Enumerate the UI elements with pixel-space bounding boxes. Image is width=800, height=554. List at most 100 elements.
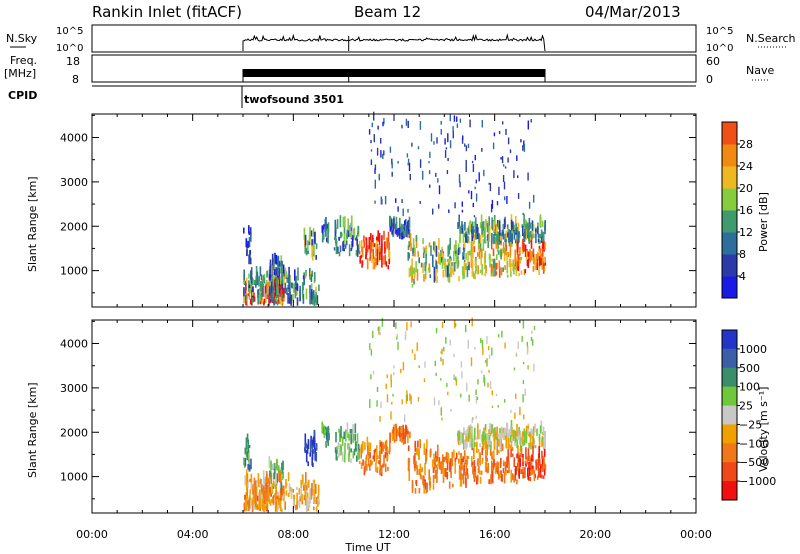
heatmap-cell (537, 458, 540, 471)
heatmap-cell (488, 429, 490, 435)
heatmap-cell (461, 464, 463, 471)
heatmap-cell (374, 164, 377, 170)
heatmap-cell (366, 245, 369, 253)
heatmap-cell (479, 269, 482, 273)
heatmap-cell (247, 479, 249, 488)
heatmap-cell (344, 442, 346, 455)
velocity-panel-frame (91, 319, 697, 514)
heatmap-cell (498, 334, 500, 338)
heatmap-cell (396, 228, 399, 237)
heatmap-cell (422, 246, 425, 251)
heatmap-cell (507, 157, 509, 163)
heatmap-cell (470, 221, 472, 232)
heatmap-cell (456, 249, 459, 257)
heatmap-cell (421, 467, 423, 473)
heatmap-cell (326, 223, 328, 229)
heatmap-cell (308, 499, 311, 508)
heatmap-cell (353, 228, 355, 240)
heatmap-cell (527, 120, 529, 130)
heatmap-cell (392, 224, 395, 234)
colorbar-tick-label: 25 (739, 400, 753, 413)
heatmap-cell (438, 400, 440, 406)
heatmap-cell (388, 250, 390, 258)
heatmap-cell (335, 243, 338, 254)
nsky-tick-bottom-right: 10^0 (706, 43, 733, 54)
heatmap-cell (451, 463, 454, 467)
heatmap-cell (352, 451, 355, 459)
heatmap-cell (440, 120, 442, 125)
heatmap-cell (484, 235, 487, 243)
heatmap-cell (379, 453, 382, 465)
heatmap-cell (531, 330, 533, 334)
heatmap-cell (486, 336, 488, 345)
heatmap-cell (505, 464, 507, 474)
nave-label: Nave (746, 64, 774, 77)
station-title: Rankin Inlet (fitACF) (92, 3, 242, 21)
heatmap-cell (435, 451, 437, 463)
heatmap-cell (327, 425, 330, 434)
heatmap-cell (543, 265, 546, 272)
heatmap-cell (350, 231, 353, 239)
heatmap-cell (384, 463, 387, 473)
heatmap-cell (409, 431, 411, 439)
heatmap-cell (338, 251, 341, 257)
heatmap-cell (278, 497, 281, 502)
heatmap-cell (344, 216, 346, 228)
heatmap-cell (269, 259, 272, 266)
heatmap-cell (500, 157, 502, 160)
heatmap-cell (246, 433, 249, 443)
heatmap-cell (494, 427, 496, 440)
heatmap-cell (489, 440, 491, 446)
heatmap-cell (508, 461, 510, 473)
heatmap-cell (487, 227, 490, 237)
heatmap-cell (400, 232, 403, 240)
heatmap-cell (490, 204, 493, 213)
heatmap-cell (358, 240, 361, 248)
heatmap-cell (484, 430, 487, 436)
heatmap-cell (516, 260, 519, 270)
heatmap-cell (492, 259, 495, 269)
heatmap-cell (252, 485, 255, 490)
heatmap-cell (271, 253, 274, 265)
heatmap-cell (464, 430, 466, 435)
heatmap-cell (429, 151, 431, 158)
heatmap-cell (470, 437, 473, 445)
heatmap-cell (315, 292, 318, 306)
heatmap-cell (452, 126, 454, 133)
heatmap-cell (527, 172, 529, 181)
heatmap-cell (485, 448, 488, 457)
heatmap-cell (447, 263, 450, 275)
heatmap-cell (516, 423, 518, 437)
heatmap-cell (468, 236, 470, 244)
heatmap-cell (280, 255, 283, 266)
heatmap-cell (529, 237, 532, 242)
heatmap-cell (340, 426, 342, 439)
heatmap-cell (324, 429, 327, 436)
heatmap-cell (337, 453, 340, 458)
heatmap-cell (493, 234, 495, 243)
heatmap-cell (496, 426, 499, 440)
heatmap-cell (374, 168, 376, 174)
heatmap-cell (473, 453, 475, 458)
heatmap-cell (490, 273, 493, 277)
heatmap-cell (381, 318, 384, 327)
heatmap-cell (458, 468, 461, 480)
heatmap-cell (311, 288, 313, 300)
heatmap-cell (484, 439, 486, 445)
heatmap-cell (372, 248, 374, 260)
heatmap-cell (535, 229, 537, 233)
heatmap-cell (311, 239, 313, 247)
heatmap-cell (307, 461, 309, 467)
heatmap-cell (497, 471, 499, 475)
heatmap-cell (457, 243, 460, 252)
nave-tick-top: 60 (706, 55, 720, 68)
heatmap-cell (497, 231, 499, 244)
heatmap-cell (369, 247, 372, 259)
heatmap-cell (247, 439, 250, 452)
heatmap-cell (261, 491, 263, 499)
heatmap-cell (302, 474, 304, 485)
heatmap-cell (482, 239, 485, 251)
heatmap-cell (402, 436, 405, 445)
heatmap-cell (526, 341, 528, 346)
